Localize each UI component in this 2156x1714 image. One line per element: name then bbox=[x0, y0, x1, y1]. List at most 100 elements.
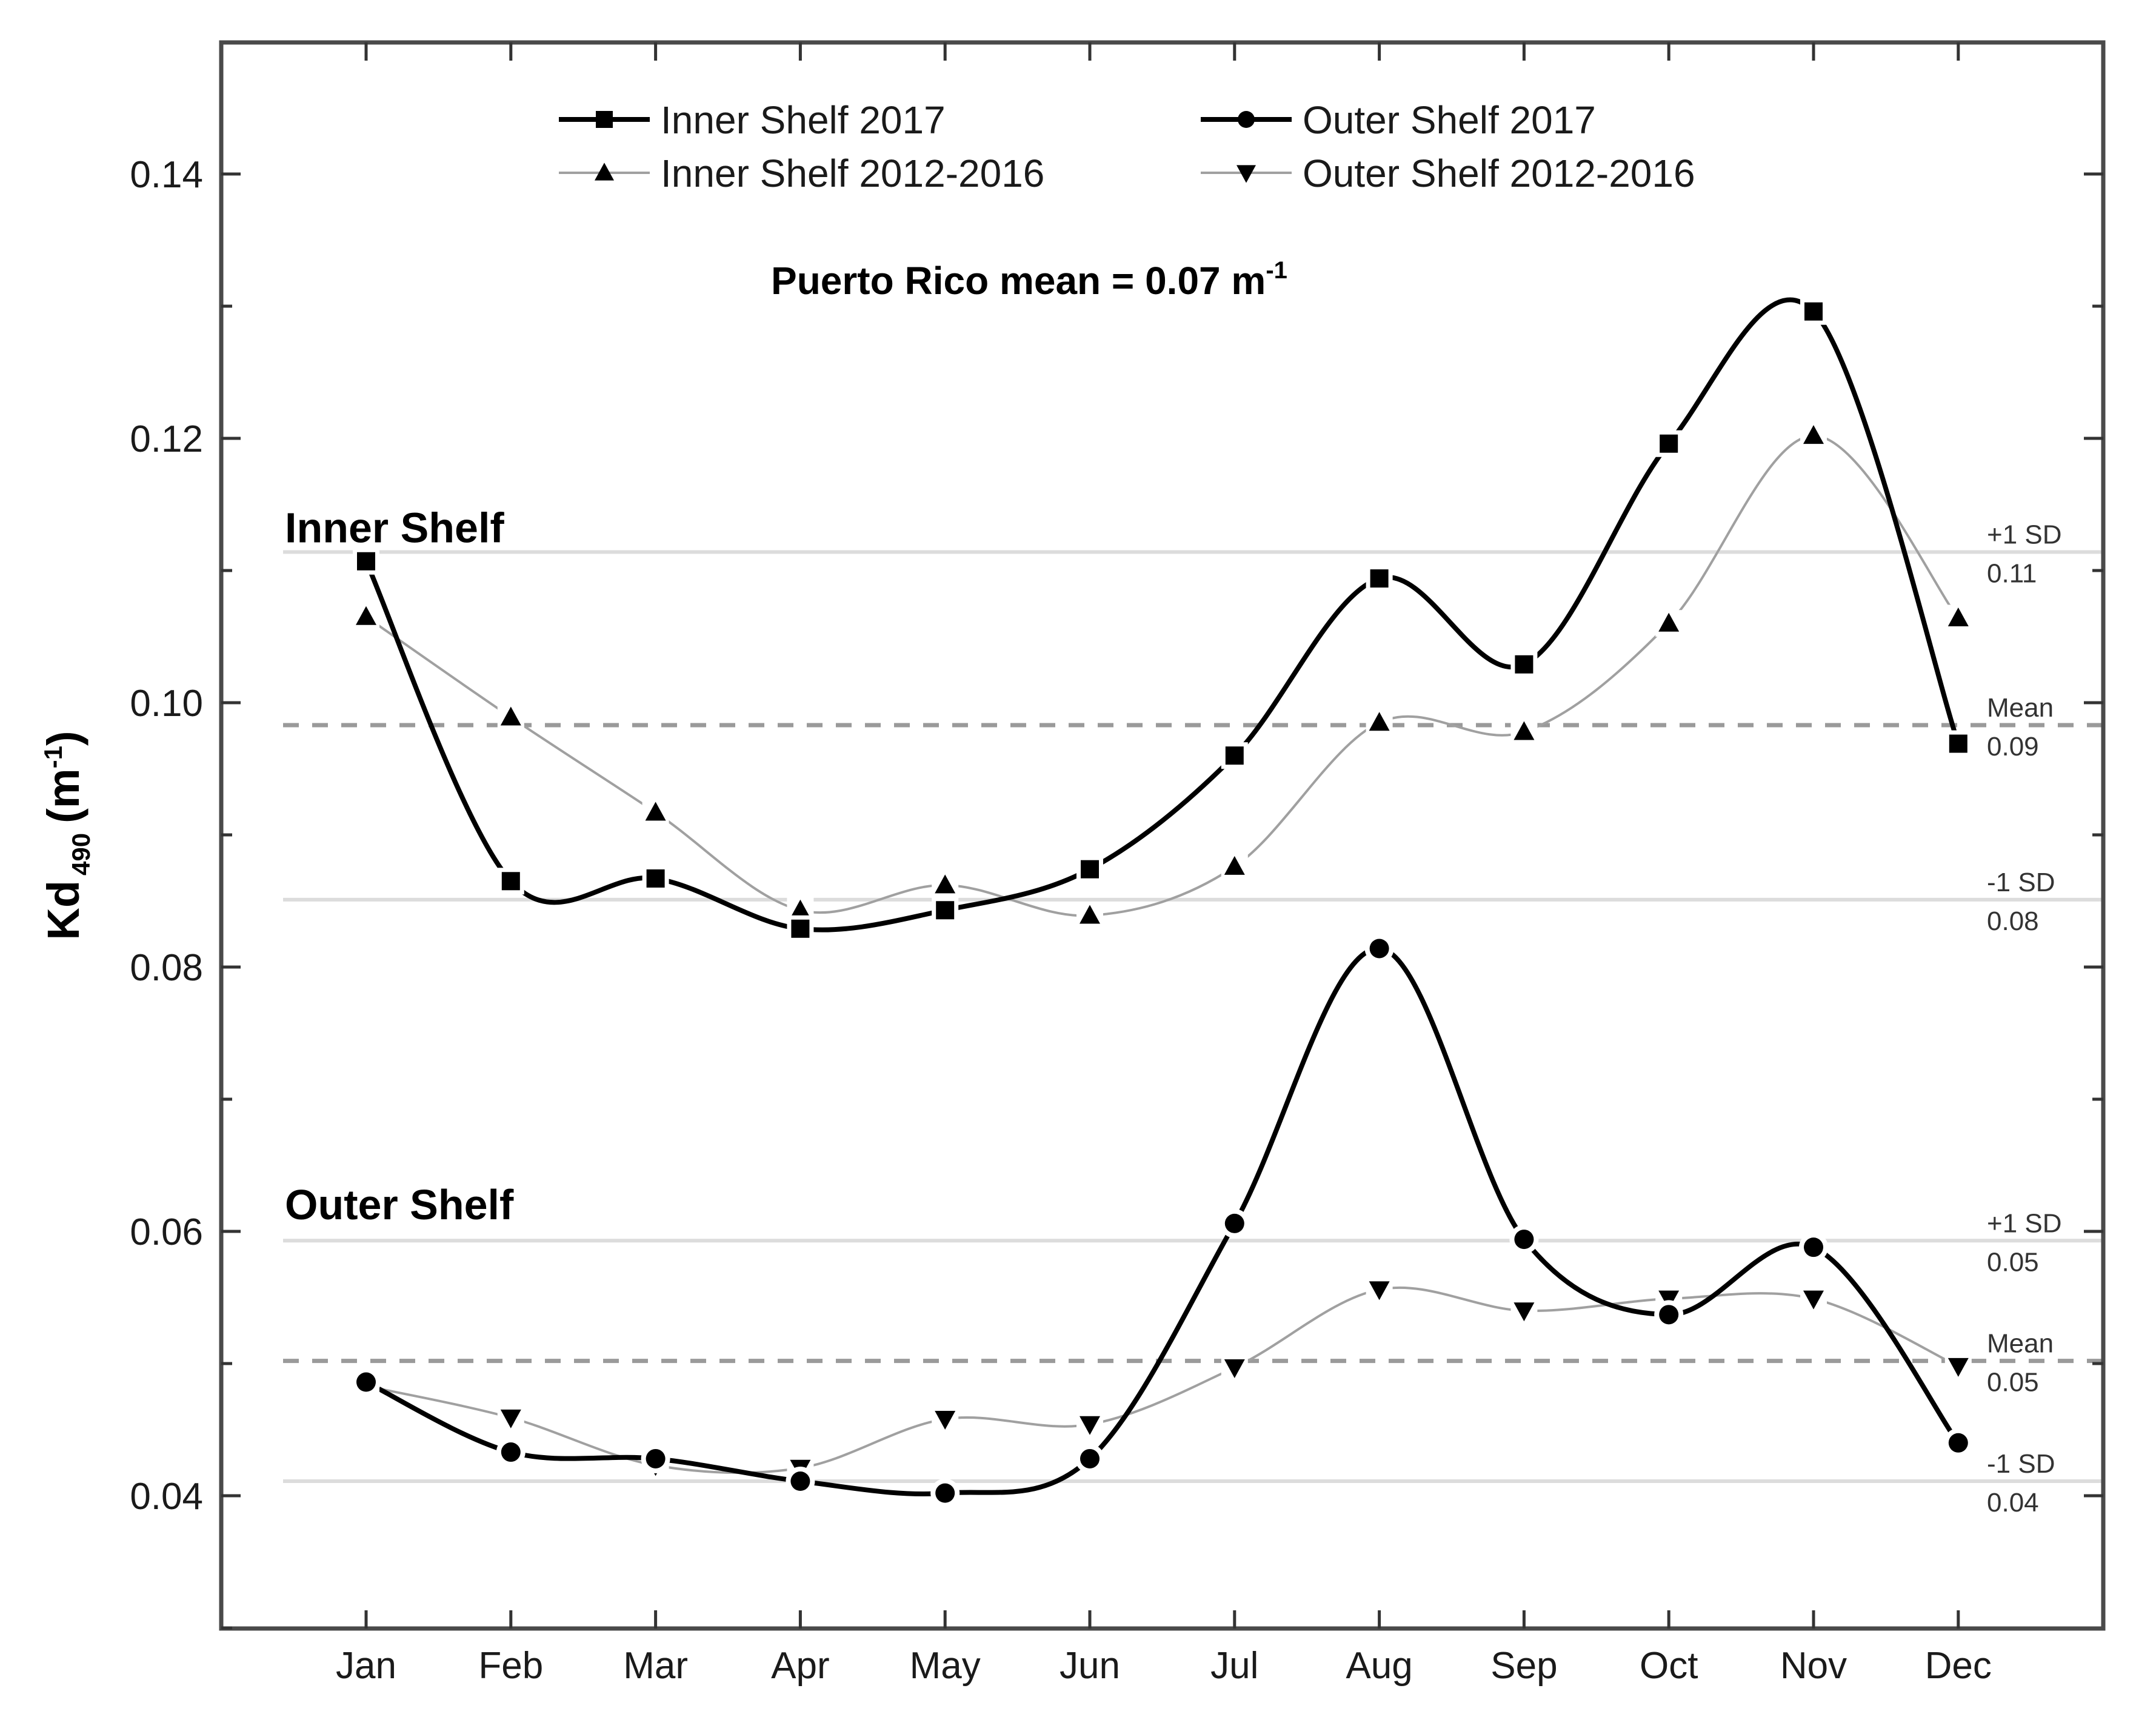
outer-shelf-2012-2016-line bbox=[365, 1286, 1960, 1475]
data-point-triangle-up-icon bbox=[500, 706, 521, 726]
data-point-square-icon bbox=[1370, 569, 1389, 588]
data-point-square-icon bbox=[1949, 734, 1967, 753]
reference-value: 0.05 bbox=[1987, 1247, 2039, 1277]
data-point-square-icon bbox=[646, 869, 665, 888]
inner-shelf-2012-2016-markers bbox=[353, 422, 1972, 929]
x-tick-label: Aug bbox=[1346, 1645, 1412, 1687]
legend-item: Outer Shelf 2017 bbox=[1201, 98, 1596, 142]
data-point-square-icon bbox=[1081, 860, 1099, 879]
reference-value: 0.11 bbox=[1987, 558, 2037, 588]
reference-value: 0.09 bbox=[1987, 732, 2039, 762]
reference-labels: +1 SD 0.11 Mean 0.09 -1 SD 0.08 +1 SD 0.05 Mean 0… bbox=[1987, 520, 2062, 1518]
y-tick-label: 0.12 bbox=[130, 418, 203, 460]
outer-shelf-label: Outer Shelf bbox=[285, 1181, 514, 1228]
data-point-triangle-down-icon bbox=[1369, 1281, 1390, 1301]
data-point-square-icon bbox=[501, 872, 520, 891]
y-tick-label: 0.04 bbox=[130, 1476, 203, 1518]
data-point-triangle-down-icon bbox=[935, 1411, 956, 1430]
data-point-triangle-up-icon bbox=[356, 606, 376, 625]
data-point-triangle-down-icon bbox=[1658, 1290, 1680, 1310]
y-tick-label: 0.08 bbox=[130, 947, 203, 989]
data-point-square-icon bbox=[1225, 746, 1244, 765]
legend-triangle-up-icon bbox=[595, 162, 614, 181]
reference-label: +1 SD bbox=[1987, 520, 2062, 549]
legend-label: Inner Shelf 2017 bbox=[661, 98, 946, 142]
reference-label: Mean bbox=[1987, 693, 2054, 723]
x-axis: Jan Feb Mar Apr May Jun Jul Aug Sep Oct Nov Dec bbox=[336, 42, 1992, 1687]
puerto-rico-mean-annotation: Puerto Rico mean = 0.07 m-1 bbox=[771, 257, 1287, 303]
data-point-circle-icon bbox=[1514, 1230, 1534, 1250]
legend-item: Outer Shelf 2012-2016 bbox=[1201, 152, 1695, 195]
outer-shelf-2017-line bbox=[364, 946, 1961, 1496]
legend-label: Outer Shelf 2012-2016 bbox=[1303, 152, 1695, 195]
data-point-triangle-down-icon bbox=[1224, 1359, 1245, 1379]
x-tick-label: Jan bbox=[336, 1645, 396, 1687]
data-point-triangle-up-icon bbox=[1224, 855, 1245, 875]
data-point-square-icon bbox=[357, 552, 375, 571]
reference-label: +1 SD bbox=[1987, 1208, 2062, 1238]
legend-item: Inner Shelf 2012-2016 bbox=[559, 152, 1044, 195]
data-point-triangle-up-icon bbox=[1514, 721, 1535, 740]
inner-shelf-label: Inner Shelf bbox=[285, 504, 504, 552]
reference-label: Mean bbox=[1987, 1329, 2054, 1359]
data-point-circle-icon bbox=[646, 1448, 666, 1468]
data-point-square-icon bbox=[1804, 302, 1823, 321]
y-tick-label: 0.14 bbox=[130, 154, 203, 196]
x-tick-label: May bbox=[910, 1645, 981, 1687]
data-point-square-icon bbox=[1515, 655, 1534, 674]
x-tick-label: Feb bbox=[478, 1645, 543, 1687]
data-point-triangle-down-icon bbox=[500, 1409, 521, 1428]
inner-shelf-2017-line bbox=[364, 297, 1961, 932]
inner-shelf-2017-markers bbox=[353, 298, 1972, 942]
x-tick-label: Mar bbox=[623, 1645, 688, 1687]
data-point-circle-icon bbox=[790, 1471, 810, 1491]
legend-label: Inner Shelf 2012-2016 bbox=[661, 152, 1044, 195]
legend-item: Inner Shelf 2017 bbox=[559, 98, 946, 142]
series-lines bbox=[364, 297, 1961, 1496]
reference-label: -1 SD bbox=[1987, 868, 2055, 897]
legend-label: Outer Shelf 2017 bbox=[1303, 98, 1596, 142]
x-tick-label: Sep bbox=[1490, 1645, 1557, 1687]
data-point-circle-icon bbox=[1080, 1448, 1100, 1468]
data-point-circle-icon bbox=[1659, 1305, 1679, 1325]
outer-shelf-2017-markers bbox=[352, 934, 1973, 1508]
outer-shelf-2012-2016-markers bbox=[353, 1276, 1972, 1482]
legend-square-icon bbox=[596, 111, 613, 128]
x-tick-label: Jun bbox=[1060, 1645, 1120, 1687]
data-point-circle-icon bbox=[1224, 1213, 1244, 1233]
legend: Inner Shelf 2017 Outer Shelf 2017 Inner Sh… bbox=[559, 98, 1695, 195]
y-axis: 0.04 0.06 0.08 0.10 0.12 0.14 bbox=[130, 154, 2103, 1630]
reference-label: -1 SD bbox=[1987, 1449, 2055, 1479]
data-point-triangle-up-icon bbox=[1658, 612, 1680, 632]
data-point-triangle-up-icon bbox=[645, 802, 666, 821]
data-point-triangle-up-icon bbox=[1369, 712, 1390, 731]
reference-lines bbox=[283, 550, 2103, 1484]
data-point-circle-icon bbox=[1804, 1237, 1823, 1257]
data-point-triangle-down-icon bbox=[1803, 1290, 1824, 1310]
data-point-square-icon bbox=[936, 901, 955, 920]
region-labels: Inner Shelf Outer Shelf bbox=[285, 504, 514, 1228]
data-point-triangle-up-icon bbox=[790, 899, 811, 919]
reference-value: 0.05 bbox=[1987, 1368, 2039, 1398]
reference-value: 0.08 bbox=[1987, 906, 2039, 936]
data-point-circle-icon bbox=[1948, 1433, 1968, 1453]
y-tick-label: 0.10 bbox=[130, 683, 203, 725]
x-tick-label: Apr bbox=[771, 1645, 829, 1687]
data-point-triangle-down-icon bbox=[1080, 1416, 1100, 1435]
inner-shelf-2012-2016-line bbox=[365, 434, 1960, 917]
data-point-triangle-up-icon bbox=[935, 874, 956, 894]
data-point-circle-icon bbox=[356, 1372, 376, 1392]
x-tick-label: Jul bbox=[1210, 1645, 1258, 1687]
data-point-square-icon bbox=[791, 919, 810, 938]
data-point-triangle-down-icon bbox=[1514, 1302, 1535, 1322]
y-axis-label: Kd490(m-1) bbox=[38, 731, 95, 940]
y-tick-label: 0.06 bbox=[130, 1211, 203, 1253]
x-tick-label: Oct bbox=[1640, 1645, 1698, 1687]
legend-triangle-down-icon bbox=[1237, 165, 1256, 183]
x-tick-label: Dec bbox=[1925, 1645, 1992, 1687]
data-point-triangle-up-icon bbox=[1803, 425, 1824, 444]
data-point-square-icon bbox=[1660, 434, 1678, 453]
data-point-triangle-down-icon bbox=[1947, 1357, 1969, 1377]
data-point-circle-icon bbox=[1369, 939, 1389, 959]
